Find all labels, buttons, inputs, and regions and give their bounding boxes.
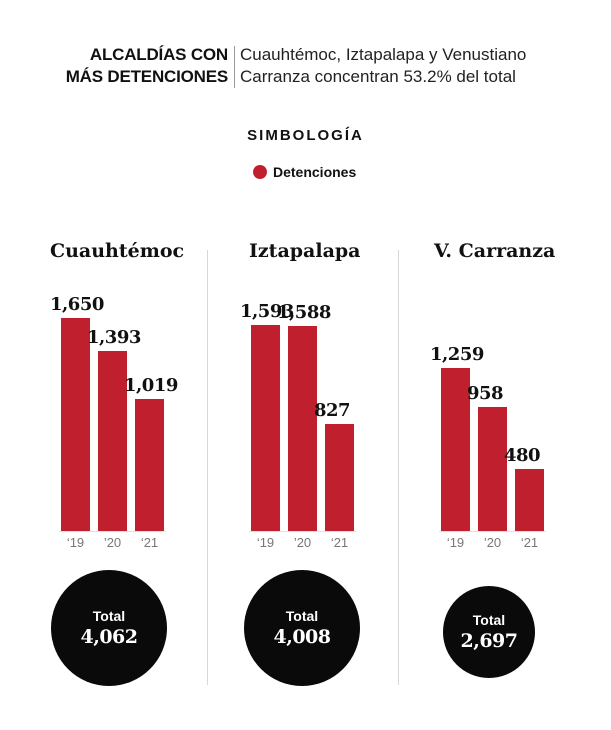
legend-item-detenciones: Detenciones [253, 164, 356, 180]
bar-v-carranza-3 [515, 469, 544, 531]
legend-title: SIMBOLOGÍA [247, 127, 364, 144]
total-label: Total [92, 608, 126, 624]
total-circle-v-carranza: Total 2,697 [443, 586, 535, 678]
panel-divider [207, 250, 208, 685]
tick-label-iztapalapa-3: ‘21 [330, 535, 349, 550]
bar-v-carranza-2 [478, 407, 507, 531]
header-subtitle-line2: Carranza concentran 53.2% del total [240, 67, 516, 86]
bar-label-iztapalapa-2: 1,588 [277, 302, 331, 323]
panel-divider [398, 250, 399, 685]
panel-title-iztapalapa: Iztapalapa [249, 240, 361, 262]
bar-label-v-carranza-3: 480 [504, 445, 541, 466]
header-title-line2: MÁS DETENCIONES [65, 67, 228, 86]
bar-label-v-carranza-1: 1,259 [430, 344, 484, 365]
bar-v-carranza-1 [441, 368, 470, 531]
tick-label-v-carranza-3: ‘21 [520, 535, 539, 550]
tick-label-cuauhtemoc-3: ‘21 [140, 535, 159, 550]
header-subtitle-line1: Cuauhtémoc, Iztapalapa y Venustiano [240, 45, 527, 64]
bar-label-cuauhtemoc-1: 1,650 [50, 294, 104, 315]
tick-label-v-carranza-2: ’20 [483, 535, 502, 550]
axis-baseline-v-carranza [439, 531, 546, 532]
tick-label-v-carranza-1: ‘19 [446, 535, 465, 550]
total-value-cuauhtemoc: 4,062 [80, 626, 139, 648]
header-divider [234, 46, 235, 88]
total-value-iztapalapa: 4,008 [273, 626, 332, 648]
bar-iztapalapa-2 [288, 326, 317, 531]
bar-cuauhtemoc-3 [135, 399, 164, 531]
axis-baseline-cuauhtemoc [59, 531, 166, 532]
bar-iztapalapa-3 [325, 424, 354, 531]
panel-title-v-carranza: V. Carranza [434, 240, 556, 262]
legend-dot-icon [253, 165, 267, 179]
bar-label-cuauhtemoc-3: 1,019 [124, 375, 178, 396]
tick-label-iztapalapa-2: ’20 [293, 535, 312, 550]
tick-label-iztapalapa-1: ‘19 [256, 535, 275, 550]
panel-title-cuauhtemoc: Cuauhtémoc [50, 240, 185, 262]
bar-cuauhtemoc-2 [98, 351, 127, 531]
bar-cuauhtemoc-1 [61, 318, 90, 531]
header-subtitle: Cuauhtémoc, Iztapalapa y Venustiano Carr… [240, 44, 580, 88]
legend-label: Detenciones [273, 164, 357, 180]
bar-label-iztapalapa-1: 1,593 [240, 301, 294, 322]
total-circle-cuauhtemoc: Total 4,062 [51, 570, 167, 686]
bar-label-iztapalapa-3: 827 [314, 400, 351, 421]
total-circle-iztapalapa: Total 4,008 [244, 570, 360, 686]
total-label: Total [285, 608, 319, 624]
tick-label-cuauhtemoc-1: ‘19 [66, 535, 85, 550]
total-value-v-carranza: 2,697 [460, 630, 519, 652]
bar-label-v-carranza-2: 958 [467, 383, 504, 404]
tick-label-cuauhtemoc-2: ’20 [103, 535, 122, 550]
header-title: ALCALDÍAS CON MÁS DETENCIONES [66, 44, 228, 88]
total-label: Total [472, 612, 506, 628]
axis-baseline-iztapalapa [249, 531, 356, 532]
bar-iztapalapa-1 [251, 325, 280, 531]
header-title-line1: ALCALDÍAS CON [89, 45, 228, 64]
bar-label-cuauhtemoc-2: 1,393 [87, 327, 141, 348]
header: ALCALDÍAS CON MÁS DETENCIONES Cuauhtémoc… [0, 44, 611, 90]
